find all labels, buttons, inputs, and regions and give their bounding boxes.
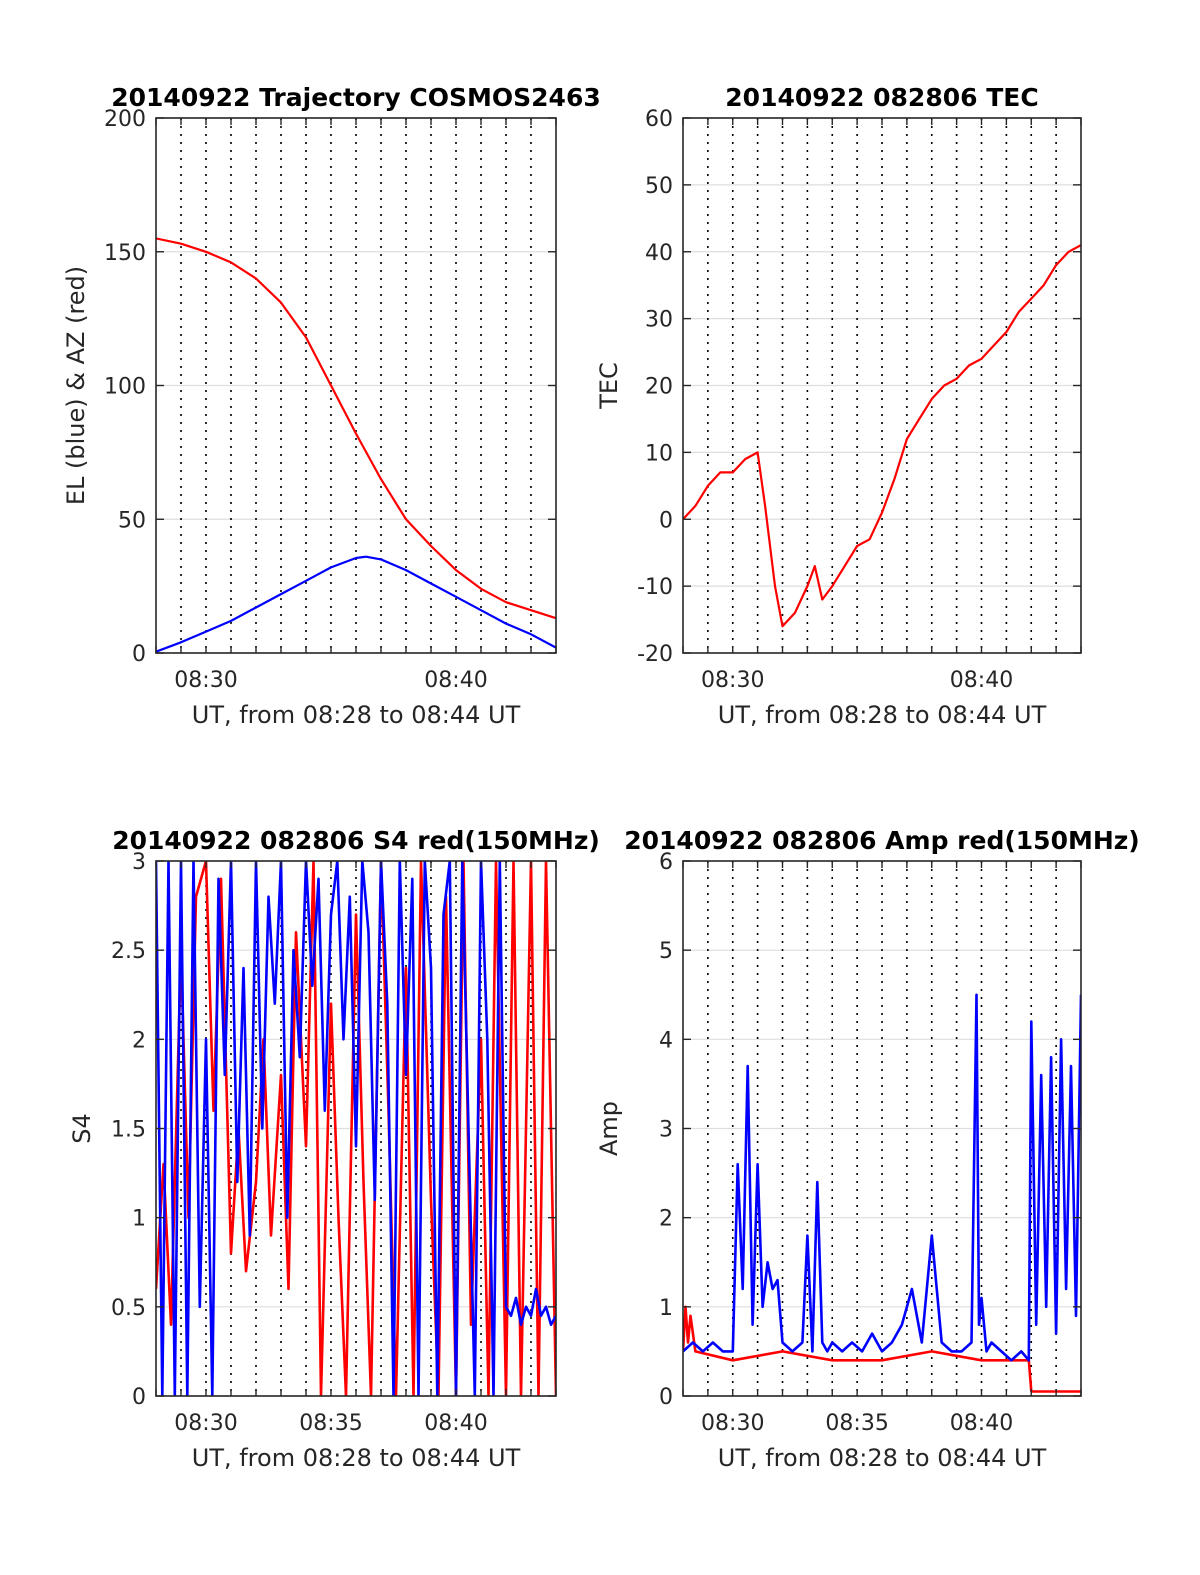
y-tick-label: 30 [645,308,673,333]
chart-title: 20140922 082806 TEC [725,83,1038,112]
y-tick-label: 0 [132,1385,146,1410]
y-tick-label: 1 [659,1296,673,1321]
series-line-2 [683,993,1081,1362]
y-tick-label: 0 [659,1385,673,1410]
x-axis-label: UT, from 08:28 to 08:44 UT [718,701,1047,729]
x-tick-label: 08:40 [950,1411,1013,1436]
x-axis-label: UT, from 08:28 to 08:44 UT [192,1444,521,1472]
y-tick-label: 50 [645,174,673,199]
y-tick-label: 2.5 [111,939,146,964]
y-tick-label: 150 [104,241,146,266]
y-tick-label: 0.5 [111,1296,146,1321]
subplot-4: 0 1 2 3 4 5 6 08:30 08:35 08:40 20140922 082806 Am… [595,826,1140,1472]
series-line-1 [156,861,556,1396]
y-tick-label: 3 [132,850,146,875]
x-tick-label: 08:35 [825,1411,888,1436]
y-tick-label: 1 [132,1207,146,1232]
y-axis-label: TEC [595,362,623,410]
y-tick-label: -20 [637,642,673,667]
y-tick-label: 20 [645,375,673,400]
x-axis-label: UT, from 08:28 to 08:44 UT [718,1444,1047,1472]
y-axis-label: EL (blue) & AZ (red) [62,266,90,505]
y-tick-label: 0 [132,642,146,667]
series-line-2 [156,555,556,653]
y-tick-label: 0 [659,508,673,533]
y-tick-label: 1.5 [111,1118,146,1143]
x-tick-label: 08:30 [701,668,764,693]
y-tick-label: 4 [659,1028,673,1053]
y-tick-label: 5 [659,939,673,964]
subplot-1: 0 50 100 150 200 08:30 08:40 20140922 Trajector… [62,83,601,729]
y-tick-label: 3 [659,1118,673,1143]
y-tick-label: 50 [118,508,146,533]
y-tick-label: -10 [637,575,673,600]
x-tick-label: 08:40 [424,668,487,693]
chart-title: 20140922 Trajectory COSMOS2463 [111,83,601,112]
y-tick-label: 2 [659,1207,673,1232]
y-tick-label: 100 [104,375,146,400]
y-tick-label: 6 [659,850,673,875]
x-tick-label: 08:35 [299,1411,362,1436]
subplot-3: 0 0.5 1 1.5 2 2.5 3 08:30 08:35 08:40 20140922 082… [68,826,600,1472]
x-tick-label: 08:30 [701,1411,764,1436]
x-tick-label: 08:40 [424,1411,487,1436]
x-tick-label: 08:40 [950,668,1013,693]
y-tick-label: 200 [104,107,146,132]
series-line-1 [683,1305,1081,1393]
series-line-2 [156,861,556,1396]
y-axis-label: Amp [595,1101,623,1156]
y-tick-label: 2 [132,1028,146,1053]
subplot-2: -20 -10 0 10 20 30 40 50 60 08:30 08:40 20140922 08… [595,83,1082,729]
x-tick-label: 08:30 [174,1411,237,1436]
series-line-1 [156,237,556,620]
y-axis-label: S4 [68,1113,96,1144]
x-tick-label: 08:30 [174,668,237,693]
series-line-1 [683,244,1081,628]
chart-title: 20140922 082806 S4 red(150MHz) [112,826,600,855]
chart-title: 20140922 082806 Amp red(150MHz) [624,826,1140,855]
y-tick-label: 40 [645,241,673,266]
y-tick-label: 10 [645,441,673,466]
x-axis-label: UT, from 08:28 to 08:44 UT [192,701,521,729]
y-tick-label: 60 [645,107,673,132]
